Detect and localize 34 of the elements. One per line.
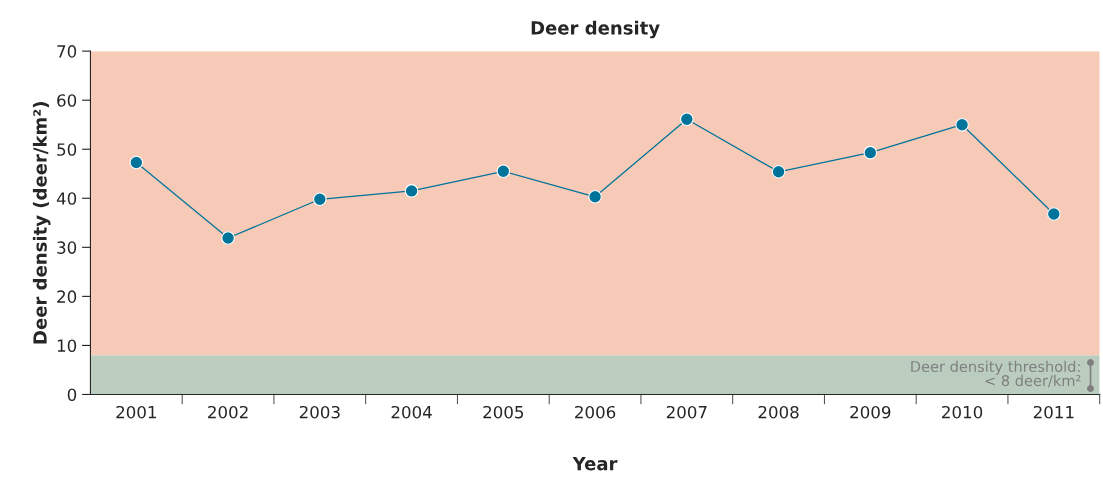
point bbox=[680, 112, 694, 127]
point bbox=[221, 231, 235, 245]
y-tick-label: 20 bbox=[57, 290, 77, 303]
y-tick-label: 60 bbox=[57, 94, 77, 107]
point bbox=[863, 145, 878, 160]
point bbox=[771, 164, 786, 179]
point bbox=[129, 155, 144, 170]
point bbox=[588, 190, 602, 204]
x-tick-label: 2007 bbox=[666, 405, 707, 419]
x-tick-label: 2001 bbox=[116, 405, 156, 419]
x-tick-label: 2009 bbox=[850, 405, 891, 419]
y-tick-label: 50 bbox=[57, 143, 77, 156]
chart-title: Deer density bbox=[531, 20, 660, 39]
point bbox=[1047, 207, 1061, 221]
band-label: Deer density threshold: < 8 deer/km² bbox=[911, 360, 1081, 388]
y-axis-title: Deer density (deer/km²) bbox=[32, 102, 51, 344]
x-tick-label: 2008 bbox=[758, 405, 799, 419]
x-tick-label: 2011 bbox=[1033, 405, 1074, 419]
point bbox=[404, 184, 419, 198]
y-tick-label: 0 bbox=[67, 388, 77, 402]
x-tick-label: 2004 bbox=[391, 405, 432, 419]
y-tick-label: 40 bbox=[56, 192, 77, 205]
x-axis-title: Year bbox=[572, 456, 618, 471]
x-tick-label: 2005 bbox=[483, 405, 524, 419]
point bbox=[955, 117, 969, 132]
point bbox=[496, 164, 511, 179]
x-tick-label: 2002 bbox=[208, 405, 248, 419]
y-tick-label: 30 bbox=[57, 241, 77, 254]
point bbox=[313, 192, 327, 207]
x-tick-label: 2003 bbox=[299, 405, 340, 419]
x-tick-label: 2010 bbox=[942, 405, 983, 419]
x-tick-label: 2006 bbox=[575, 405, 616, 419]
y-tick-label: 70 bbox=[57, 45, 77, 58]
y-tick-label: 10 bbox=[57, 339, 77, 352]
